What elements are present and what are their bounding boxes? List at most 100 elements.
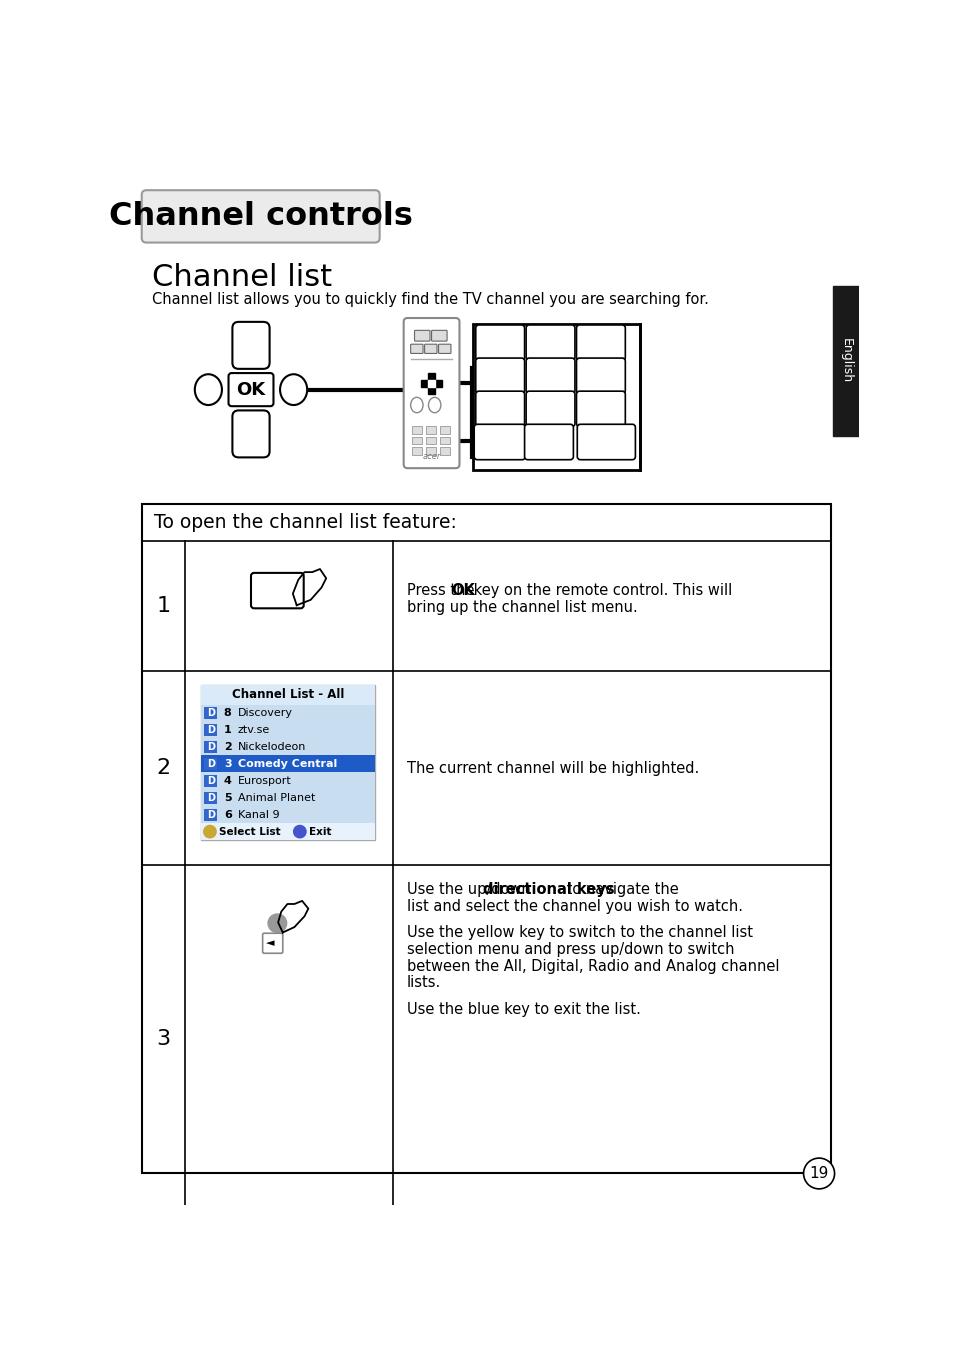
Bar [204,707,216,719]
Circle shape [268,914,286,933]
Bar [200,823,375,839]
Text: Channel List - All: Channel List - All [232,688,344,701]
Bar [204,758,216,770]
FancyBboxPatch shape [262,933,282,953]
Bar [204,774,216,787]
Text: Select List: Select List [219,826,280,837]
Text: lists.: lists. [406,975,440,990]
Text: 4: 4 [493,366,506,386]
FancyBboxPatch shape [438,344,451,353]
Bar [439,425,450,433]
FancyBboxPatch shape [525,325,575,360]
Text: list and select the channel you wish to watch.: list and select the channel you wish to … [406,899,742,914]
Text: 1: 1 [224,724,232,735]
Text: 1: 1 [493,333,506,352]
Bar [412,447,422,455]
Bar [426,436,436,444]
Text: ztv.se: ztv.se [237,724,270,735]
Bar [204,792,216,804]
Text: Nickelodeon: Nickelodeon [237,742,306,751]
Text: D: D [207,792,214,803]
Text: Channel list allows you to quickly find the TV channel you are searching for.: Channel list allows you to quickly find … [152,292,708,307]
Bar [200,756,375,772]
Text: D: D [207,758,214,769]
FancyBboxPatch shape [415,330,430,341]
Text: 2: 2 [543,333,557,352]
Text: D: D [207,776,214,785]
Text: Exit: Exit [309,826,332,837]
Text: D: D [207,810,214,819]
Circle shape [802,1158,834,1189]
FancyBboxPatch shape [424,344,436,353]
Text: 3: 3 [156,1029,171,1049]
FancyBboxPatch shape [233,322,270,368]
Text: SUBTITLE: SUBTITLE [584,437,627,447]
Text: between the All, Digital, Radio and Analog channel: between the All, Digital, Radio and Anal… [406,959,779,974]
Text: English: English [839,338,851,383]
Bar [200,738,375,756]
Text: D: D [207,724,214,735]
Text: 3: 3 [594,333,607,352]
Bar [200,704,375,722]
Bar [204,741,216,753]
Bar [204,808,216,821]
Text: to navigate the: to navigate the [562,883,679,898]
Ellipse shape [280,374,307,405]
Bar [426,447,436,455]
FancyBboxPatch shape [410,344,422,353]
Ellipse shape [194,374,222,405]
Text: Channel controls: Channel controls [109,200,413,232]
FancyBboxPatch shape [431,330,447,341]
Bar [200,806,375,823]
Text: 6: 6 [594,366,607,386]
Text: Press the: Press the [406,584,478,598]
Bar [439,447,450,455]
Bar [426,425,436,433]
Text: 8: 8 [543,399,557,418]
Bar [439,436,450,444]
Text: 19: 19 [808,1166,828,1181]
Bar [142,504,830,1174]
Text: 5: 5 [543,366,557,386]
Text: OK: OK [265,582,289,600]
Text: key on the remote control. This will: key on the remote control. This will [468,584,731,598]
FancyBboxPatch shape [476,391,524,427]
Bar [200,722,375,738]
Text: 2: 2 [224,742,232,751]
Text: D: D [207,742,214,751]
Circle shape [204,826,216,838]
FancyBboxPatch shape [476,357,524,394]
Text: directional keys: directional keys [482,883,614,898]
FancyBboxPatch shape [576,357,624,394]
FancyBboxPatch shape [251,573,303,608]
FancyBboxPatch shape [142,190,379,242]
FancyBboxPatch shape [576,391,624,427]
FancyBboxPatch shape [525,357,575,394]
Text: To open the channel list feature:: To open the channel list feature: [154,513,456,532]
Bar [427,379,435,387]
FancyBboxPatch shape [233,410,270,458]
Bar [200,789,375,806]
Text: 6: 6 [224,810,232,819]
FancyBboxPatch shape [524,424,573,460]
Text: acer: acer [422,452,440,462]
Bar [412,425,422,433]
Bar [427,372,435,394]
Text: Comedy Central: Comedy Central [237,758,336,769]
Bar [832,286,858,436]
Text: 3: 3 [224,758,232,769]
Circle shape [294,826,306,838]
FancyBboxPatch shape [229,374,274,406]
Text: OK: OK [452,584,476,598]
Bar [204,724,216,737]
FancyBboxPatch shape [474,424,525,460]
Text: TELETEXT: TELETEXT [477,437,521,447]
FancyBboxPatch shape [576,325,624,360]
FancyBboxPatch shape [403,318,459,468]
Bar [200,772,375,789]
Text: bring up the channel list menu.: bring up the channel list menu. [406,600,637,615]
Text: 1: 1 [156,596,171,616]
Text: selection menu and press up/down to switch: selection menu and press up/down to swit… [406,942,734,957]
Bar [420,379,442,387]
Text: 4: 4 [224,776,232,785]
